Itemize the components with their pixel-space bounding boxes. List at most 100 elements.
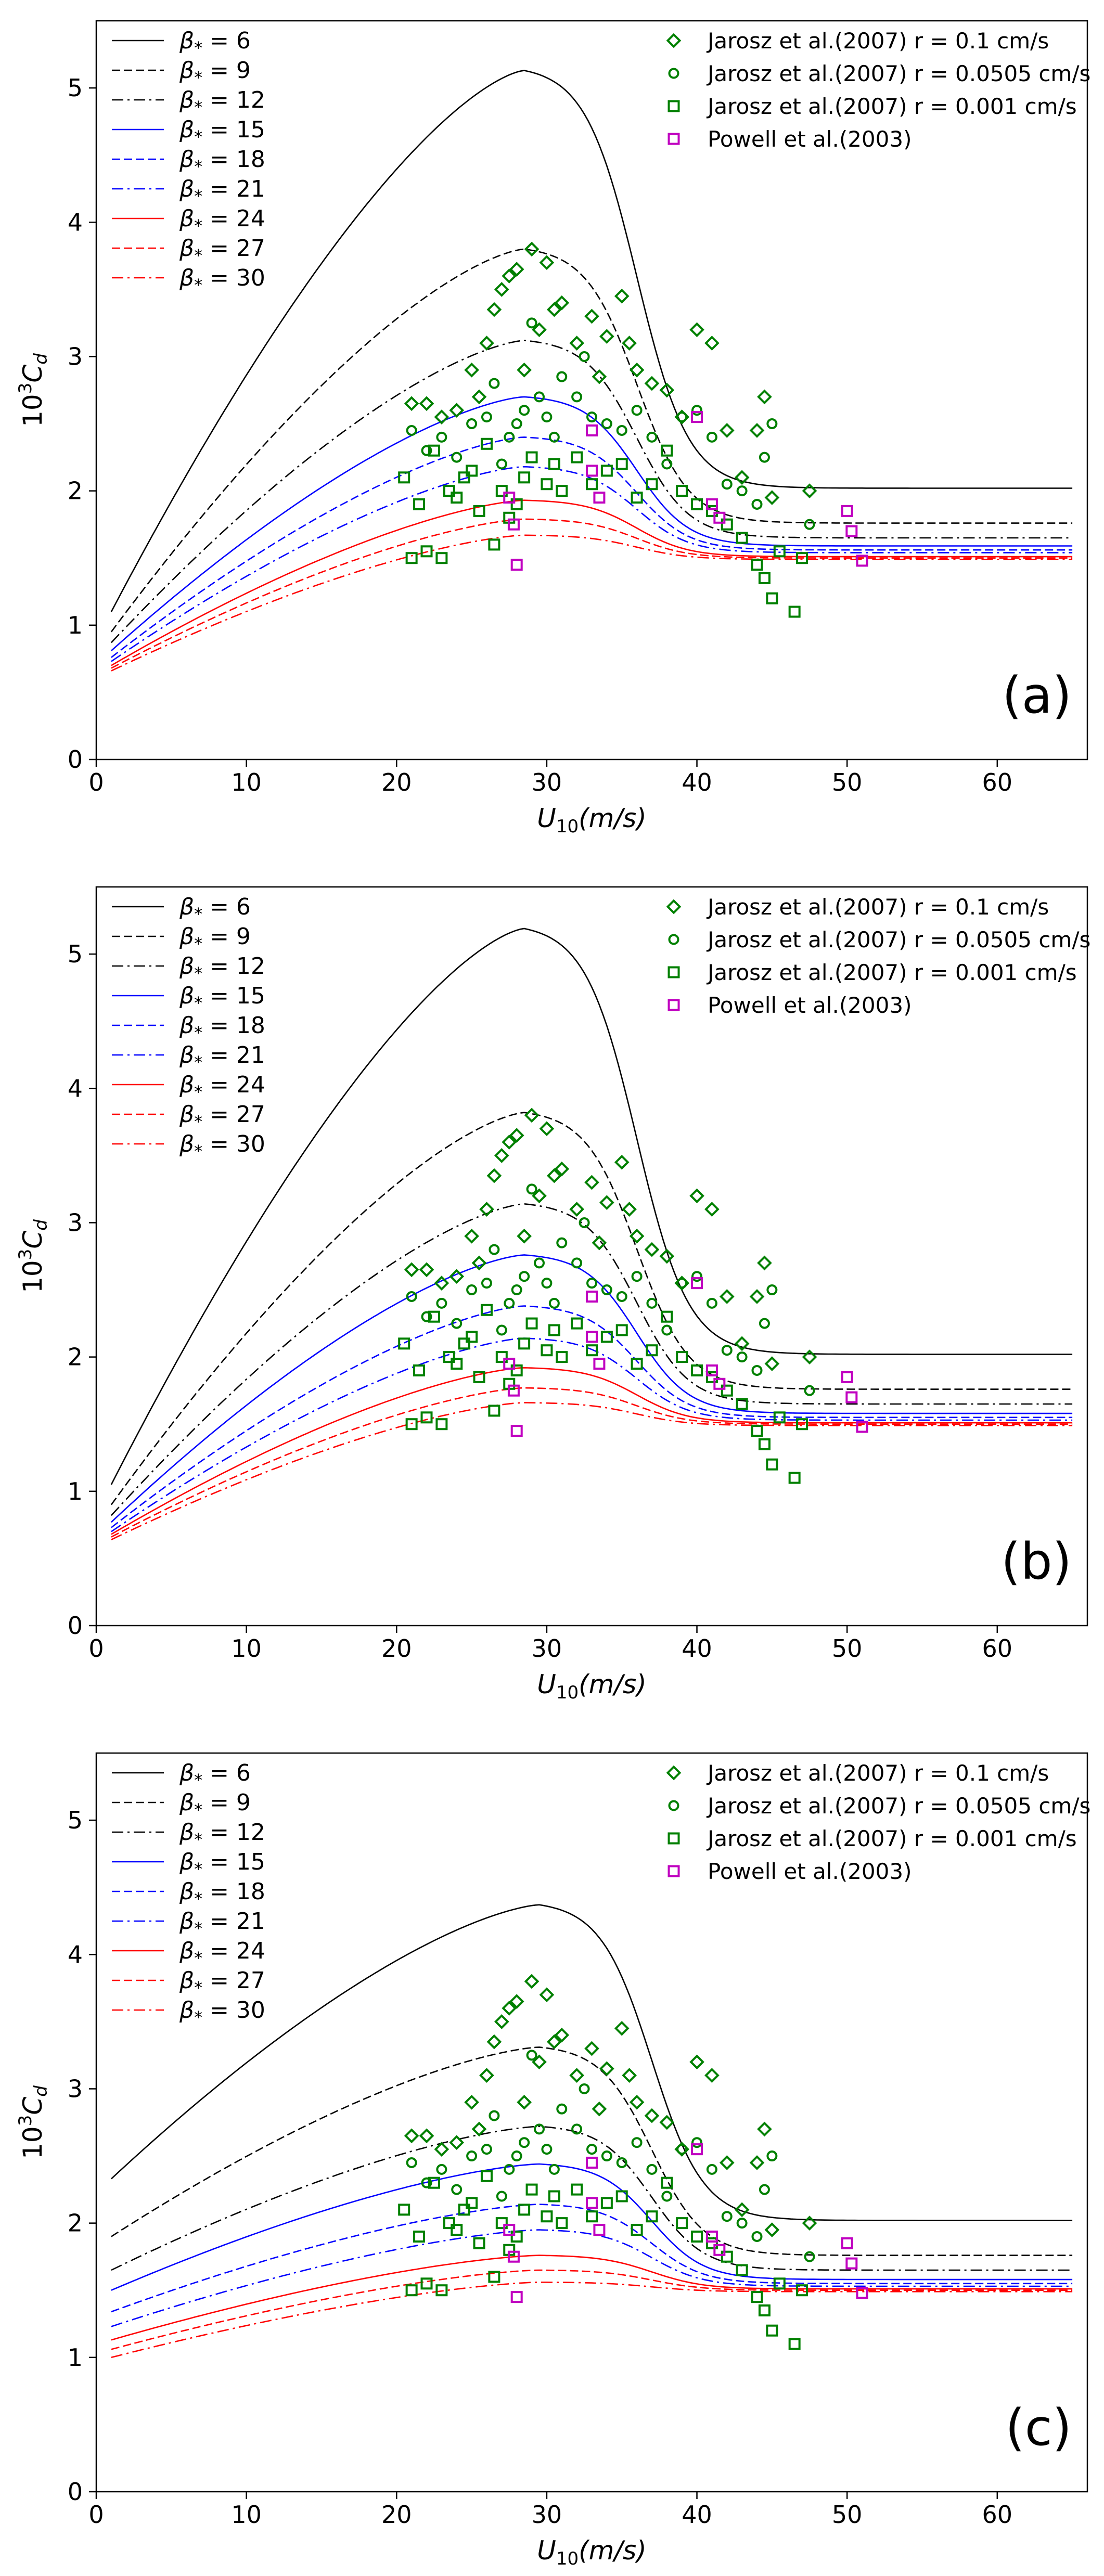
observation-point-0 — [494, 282, 509, 297]
observation-point-1 — [421, 2177, 432, 2188]
observation-point-1 — [436, 1297, 447, 1309]
observation-point-3 — [503, 2224, 516, 2236]
legend-line-label-0: β* = 6 — [179, 894, 251, 924]
legend-lines: β* = 6β* = 9β* = 12β* = 15β* = 18β* = 21… — [112, 1760, 265, 2027]
observation-point-2 — [758, 572, 771, 584]
legend-beta-sub: * — [194, 963, 202, 983]
observation-point-1 — [533, 391, 545, 403]
legend-beta-symbol: β — [179, 1789, 194, 1816]
observation-point-2 — [458, 471, 470, 484]
observation-point-1 — [548, 431, 560, 443]
legend-beta-sub: * — [194, 1082, 202, 1102]
legend-beta-symbol: β — [179, 1938, 194, 1964]
observation-point-1 — [721, 2211, 733, 2222]
observation-point-2 — [571, 1317, 583, 1330]
series-line-beta-2 — [111, 2126, 1073, 2271]
observation-point-2 — [473, 2237, 485, 2249]
legend-beta-value: = 24 — [202, 205, 265, 232]
x-tick-label: 50 — [832, 2501, 863, 2529]
observation-point-0 — [764, 2222, 780, 2237]
observation-point-0 — [494, 1148, 509, 1163]
observation-point-2 — [541, 478, 553, 491]
model-curves — [110, 70, 1073, 672]
observation-point-2 — [398, 1337, 410, 1350]
series-line-beta-8 — [111, 2281, 1073, 2359]
observation-point-1 — [736, 2218, 748, 2229]
observation-point-0 — [554, 2027, 570, 2043]
observation-point-3 — [586, 424, 598, 436]
observation-point-3 — [856, 555, 868, 567]
observation-point-3 — [503, 1358, 516, 1370]
observation-point-2 — [615, 2190, 628, 2203]
observation-point-2 — [451, 1358, 463, 1370]
observation-point-0 — [539, 255, 555, 271]
observation-point-0 — [404, 396, 419, 411]
y-tick-label: 4 — [68, 1940, 83, 1968]
y-axis-label: 103Cd — [15, 353, 52, 427]
observation-point-1 — [601, 1284, 612, 1296]
observation-point-0 — [599, 329, 614, 344]
legend-marker-symbol-0 — [666, 33, 682, 48]
observation-point-0 — [532, 1188, 547, 1204]
observation-point-0 — [689, 2054, 704, 2070]
observation-point-1 — [489, 1244, 500, 1255]
observation-point-1 — [676, 411, 688, 423]
legend-beta-value: = 21 — [202, 1042, 265, 1068]
observation-point-0 — [622, 2068, 637, 2083]
legend-beta-sub: * — [194, 186, 202, 206]
legend-line-label-2: β* = 12 — [179, 953, 265, 983]
legend-beta-value: = 6 — [202, 894, 251, 920]
series-line-beta-7 — [111, 1387, 1073, 1538]
plot-frame — [95, 1752, 1088, 2493]
observation-point-0 — [434, 409, 450, 424]
legend-beta-sub: * — [194, 157, 202, 176]
legend-marker-label-1: Jarosz et al.(2007) r = 0.0505 cm/s — [706, 927, 1090, 952]
observation-point-1 — [601, 2150, 612, 2162]
observation-point-1 — [676, 1278, 688, 1289]
legend-beta-sub: * — [194, 1889, 202, 1909]
legend-marker-label-2: Jarosz et al.(2007) r = 0.001 cm/s — [706, 960, 1077, 985]
observation-point-1 — [579, 1217, 590, 1228]
observation-point-2 — [661, 444, 673, 457]
observation-point-0 — [486, 2034, 502, 2050]
observation-point-0 — [479, 2068, 494, 2083]
observation-point-0 — [629, 2094, 645, 2110]
series-line-beta-2 — [110, 340, 1073, 643]
observation-point-2 — [571, 451, 583, 463]
observation-point-1 — [631, 1271, 643, 1282]
observation-point-2 — [556, 1351, 568, 1363]
observation-point-3 — [507, 2250, 520, 2263]
legend-beta-value: = 24 — [202, 1938, 265, 1964]
observation-point-2 — [495, 485, 508, 497]
observation-point-1 — [421, 445, 432, 456]
observation-point-2 — [773, 1411, 786, 1424]
legend-beta-sub: * — [194, 68, 202, 87]
legend-beta-value: = 27 — [202, 235, 265, 262]
observation-point-2 — [646, 2210, 658, 2223]
observation-point-3 — [586, 465, 598, 477]
observation-point-3 — [593, 1358, 606, 1370]
observation-point-0 — [524, 1107, 540, 1123]
y-axis-label-exp: 3 — [15, 1249, 36, 1260]
legend-line-label-6: β* = 24 — [179, 1072, 265, 1102]
legend-beta-value: = 6 — [202, 28, 251, 54]
observation-point-1 — [519, 1271, 530, 1282]
observation-point-2 — [600, 2197, 613, 2209]
observation-point-2 — [518, 2204, 531, 2216]
legend-line-label-2: β* = 12 — [179, 87, 265, 117]
series-line-beta-8 — [111, 534, 1073, 672]
legend-marker-label-2: Jarosz et al.(2007) r = 0.001 cm/s — [706, 1826, 1077, 1851]
observation-point-0 — [704, 336, 720, 351]
observation-point-1 — [496, 1324, 507, 1336]
observation-point-3 — [841, 505, 853, 517]
observation-point-2 — [646, 1344, 658, 1357]
observation-point-2 — [691, 1364, 703, 1376]
observation-point-2 — [766, 2324, 778, 2337]
legend-markers: Jarosz et al.(2007) r = 0.1 cm/s Jarosz e… — [666, 28, 1090, 152]
legend-beta-symbol: β — [179, 923, 194, 950]
x-tick-label: 10 — [231, 1634, 262, 1663]
observation-point-2 — [398, 2204, 410, 2216]
observation-point-0 — [584, 2041, 599, 2056]
y-tick-label: 5 — [68, 940, 83, 968]
